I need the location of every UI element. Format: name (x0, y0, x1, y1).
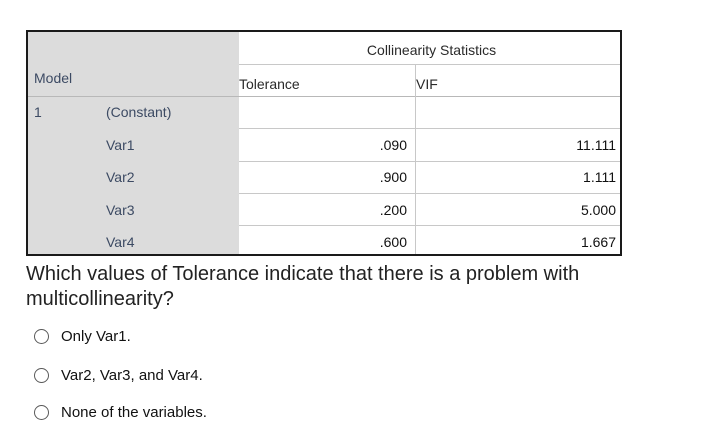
row-line (239, 161, 620, 162)
option-label: None of the variables. (61, 403, 207, 421)
row-header-shading (28, 32, 239, 254)
radio-button[interactable] (34, 367, 49, 383)
tolerance-header: Tolerance (239, 76, 300, 92)
collinearity-table: Collinearity Statistics Model Tolerance … (26, 30, 622, 256)
header-divider (239, 64, 620, 65)
row-line (239, 193, 620, 194)
option-var2-var3-var4[interactable]: Var2, Var3, and Var4. (34, 364, 203, 386)
row-label-var4: Var4 (106, 234, 135, 250)
radio-button[interactable] (34, 328, 49, 344)
row-label-var1: Var1 (106, 137, 135, 153)
header-bottom-line (28, 96, 620, 97)
tolerance-value: .090 (379, 137, 407, 153)
model-number: 1 (34, 104, 42, 120)
radio-button[interactable] (34, 404, 49, 420)
option-only-var1[interactable]: Only Var1. (34, 325, 131, 347)
option-none[interactable]: None of the variables. (34, 401, 207, 423)
option-label: Only Var1. (61, 327, 131, 345)
tolerance-value: .900 (379, 169, 407, 185)
row-label-var3: Var3 (106, 202, 135, 218)
vif-header: VIF (416, 76, 438, 92)
tolerance-value: .200 (379, 202, 407, 218)
vif-value: 5.000 (580, 202, 616, 218)
collinearity-statistics-header: Collinearity Statistics (366, 42, 497, 58)
option-label: Var2, Var3, and Var4. (61, 366, 203, 384)
question-text: Which values of Tolerance indicate that … (26, 263, 580, 310)
row-line (239, 128, 620, 129)
tolerance-vif-divider (415, 64, 416, 254)
vif-value: 1.667 (580, 234, 616, 250)
model-header: Model (34, 70, 73, 86)
tolerance-value: .600 (379, 234, 407, 250)
row-label-var2: Var2 (106, 169, 135, 185)
vif-value: 11.111 (576, 137, 616, 153)
row-label-constant: (Constant) (106, 104, 172, 120)
vif-value: 1.111 (583, 169, 616, 185)
row-line (239, 225, 620, 226)
